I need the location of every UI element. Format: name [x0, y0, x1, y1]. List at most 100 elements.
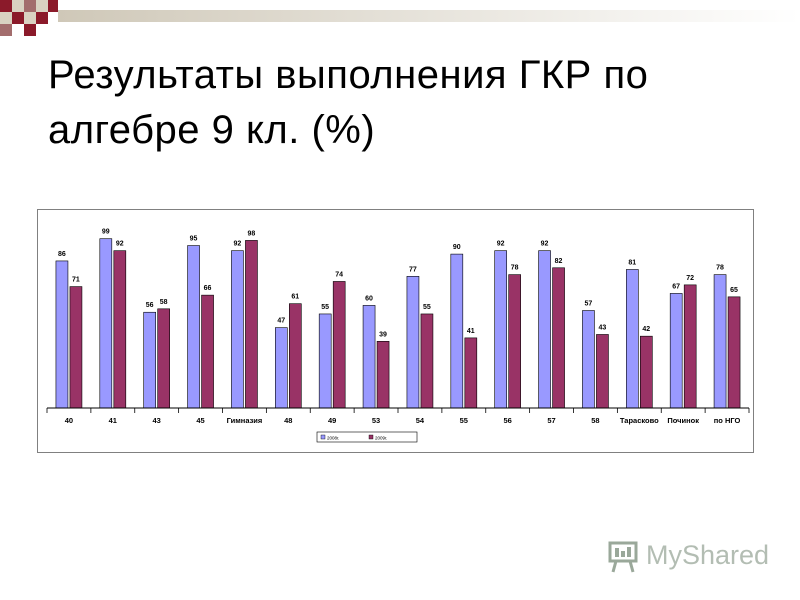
x-tick-label: 48 [284, 416, 292, 425]
x-tick-label: Тарасково [620, 416, 659, 425]
data-label: 72 [686, 275, 694, 282]
data-label: 67 [672, 283, 680, 290]
bar-2009 [420, 313, 434, 409]
bar-2009 [508, 274, 521, 409]
data-label: 99 [102, 229, 110, 236]
data-label: 82 [555, 258, 563, 265]
chart-frame: 86 71 40 99 92 41 56 58 43 95 66 45 92 98 Гимназия 47 61… [37, 209, 754, 453]
deco-square [36, 12, 48, 24]
bar-2008 [626, 269, 639, 409]
x-tick-label: по НГО [714, 416, 741, 425]
bar-2008 [318, 313, 332, 409]
bar-2009 [596, 334, 609, 409]
data-label: 92 [497, 241, 505, 248]
deco-square [36, 0, 48, 12]
legend-label: 2009г. [375, 436, 387, 441]
data-label: 58 [160, 299, 168, 306]
x-tick-label: 55 [460, 416, 468, 425]
x-tick-label: 43 [153, 416, 161, 425]
bar-2009 [640, 335, 653, 409]
x-tick-label: 45 [196, 416, 204, 425]
corner-decoration [0, 0, 800, 36]
data-label: 43 [599, 324, 607, 331]
x-tick-label: 49 [328, 416, 336, 425]
bar-2009 [289, 303, 302, 409]
bar-2008 [538, 250, 551, 409]
x-tick-label: 56 [504, 416, 512, 425]
data-label: 81 [628, 259, 636, 266]
bar-2009 [69, 286, 83, 409]
deco-square [0, 12, 12, 24]
watermark-text: MyShared [646, 540, 770, 570]
data-label: 71 [72, 277, 80, 284]
x-tick-label: 57 [547, 416, 555, 425]
bar-2008 [275, 327, 288, 409]
data-label: 47 [277, 318, 285, 325]
x-tick-label: Гимназия [227, 416, 263, 425]
bar-2009 [157, 308, 170, 409]
deco-square [12, 12, 24, 24]
bar-2008 [669, 293, 683, 409]
data-label: 86 [58, 251, 66, 258]
deco-square [24, 12, 36, 24]
data-label: 55 [321, 304, 329, 311]
deco-square [12, 0, 24, 12]
bar-2009 [201, 294, 214, 409]
legend-box [316, 431, 418, 443]
bar-2009 [245, 240, 258, 409]
legend-swatch [368, 434, 374, 440]
x-tick-label: 54 [416, 416, 425, 425]
header-gradient-strip [58, 10, 800, 22]
data-label: 65 [730, 287, 738, 294]
bar-chart: 86 71 40 99 92 41 56 58 43 95 66 45 92 98 Гимназия 47 61… [46, 229, 750, 443]
data-label: 55 [423, 304, 431, 311]
bar-2009 [552, 267, 565, 409]
data-label: 92 [541, 241, 549, 248]
bar-2008 [450, 253, 464, 409]
bar-2008 [231, 250, 244, 409]
bar-2009 [113, 250, 127, 409]
presentation-board-icon [608, 541, 638, 573]
data-label: 95 [190, 236, 198, 243]
x-tick-label: 58 [591, 416, 599, 425]
data-label: 57 [585, 301, 593, 308]
deco-square [48, 0, 58, 12]
data-label: 92 [116, 241, 124, 248]
bar-2008 [362, 305, 376, 409]
data-label: 42 [642, 326, 650, 333]
legend-label: 2008г. [327, 436, 339, 441]
data-label: 39 [379, 331, 387, 338]
data-label: 41 [467, 328, 475, 335]
bar-2009 [464, 337, 478, 409]
data-label: 60 [365, 295, 373, 302]
data-label: 56 [146, 302, 154, 309]
data-label: 66 [204, 285, 212, 292]
bar-2009 [727, 296, 741, 409]
slide-title: Результаты выполнения ГКР по алгебре 9 к… [48, 53, 649, 152]
x-tick-label: Починок [667, 416, 699, 425]
bar-2008 [582, 310, 595, 409]
data-label: 90 [453, 244, 461, 251]
deco-square [0, 0, 12, 12]
deco-square [24, 24, 36, 36]
data-label: 74 [335, 271, 343, 278]
x-tick-label: 40 [65, 416, 73, 425]
bar-2008 [494, 250, 507, 409]
deco-square [24, 0, 36, 12]
legend-swatch [320, 434, 326, 440]
x-tick-label: 41 [109, 416, 117, 425]
bar-2008 [99, 238, 113, 409]
data-label: 98 [248, 230, 256, 237]
bar-2008 [55, 260, 69, 409]
watermark: MyShared [606, 538, 776, 574]
bar-2008 [406, 276, 420, 409]
bar-2008 [143, 311, 156, 409]
data-label: 92 [234, 241, 242, 248]
data-label: 78 [716, 265, 724, 272]
x-tick-label: 53 [372, 416, 380, 425]
data-label: 61 [291, 294, 299, 301]
data-label: 77 [409, 266, 417, 273]
deco-square [0, 24, 12, 36]
bar-2009 [332, 281, 346, 409]
bar-2009 [683, 284, 697, 409]
